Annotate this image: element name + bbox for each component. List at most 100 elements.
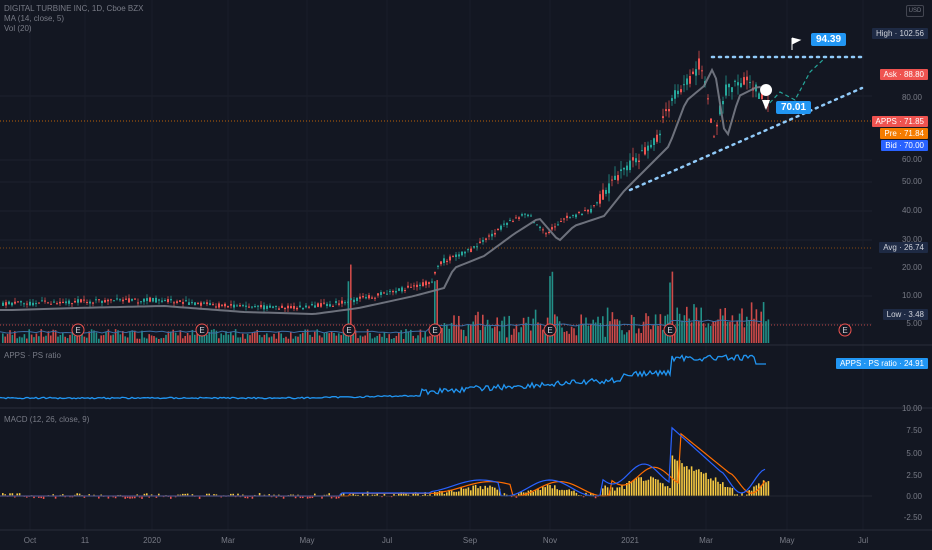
candle-body bbox=[662, 116, 664, 119]
macd-histogram-bar bbox=[659, 482, 662, 496]
volume-bar bbox=[640, 333, 642, 343]
macd-histogram-bar bbox=[417, 493, 419, 496]
macd-histogram-bar bbox=[578, 495, 580, 496]
volume-bar bbox=[268, 337, 270, 343]
target-callout[interactable]: 94.39 bbox=[811, 33, 847, 46]
macd-histogram-bar bbox=[306, 496, 309, 499]
macd-histogram-bar bbox=[158, 493, 160, 496]
macd-histogram-bar bbox=[422, 494, 424, 496]
currency-badge[interactable]: USD bbox=[906, 5, 924, 17]
ps-legend[interactable]: APPS · PS ratio bbox=[4, 351, 61, 361]
macd-histogram-bar bbox=[124, 496, 126, 499]
macd-histogram-bar bbox=[126, 496, 129, 499]
candle-body bbox=[203, 302, 205, 304]
macd-histogram-bar bbox=[114, 496, 117, 499]
volume-bar bbox=[630, 314, 633, 343]
macd-histogram-bar bbox=[374, 494, 376, 496]
macd-histogram-bar bbox=[551, 488, 554, 496]
candle-body bbox=[686, 78, 688, 85]
candle-body bbox=[77, 299, 79, 303]
candle-body bbox=[743, 77, 745, 85]
macd-legend[interactable]: MACD (12, 26, close, 9) bbox=[4, 415, 89, 425]
candle-body bbox=[647, 145, 649, 151]
volume-bar bbox=[330, 331, 333, 343]
volume-bar bbox=[635, 333, 638, 343]
macd-histogram-bar bbox=[4, 494, 6, 496]
main-legend[interactable]: DIGITAL TURBINE INC, 1D, Cboe BZX MA (14… bbox=[4, 4, 143, 34]
candle-body bbox=[239, 305, 241, 307]
volume-bar bbox=[38, 336, 40, 343]
volume-bar bbox=[405, 329, 407, 343]
candle-body bbox=[191, 302, 193, 304]
macd-histogram-bar bbox=[724, 486, 726, 496]
volume-bar bbox=[146, 338, 148, 343]
candle-body bbox=[392, 290, 394, 293]
candle-body bbox=[671, 98, 673, 101]
candle-body bbox=[449, 256, 451, 261]
macd-histogram-bar bbox=[206, 493, 208, 496]
macd-histogram-bar bbox=[518, 493, 520, 496]
volume-bar bbox=[450, 322, 453, 343]
macd-histogram-bar bbox=[542, 486, 544, 496]
macd-histogram-bar bbox=[477, 488, 479, 496]
support-callout[interactable]: 70.01 bbox=[776, 101, 812, 114]
macd-histogram-bar bbox=[460, 486, 462, 496]
candle-body bbox=[689, 76, 691, 84]
volume-bar bbox=[688, 318, 690, 343]
macd-histogram-bar bbox=[83, 496, 86, 498]
macd-y-tick: 5.00 bbox=[906, 449, 922, 458]
candle-body bbox=[269, 305, 271, 308]
volume-bar bbox=[765, 321, 767, 343]
candle-body bbox=[353, 299, 355, 303]
candle-body bbox=[377, 293, 379, 296]
candle-body bbox=[329, 304, 331, 307]
candle-body bbox=[605, 189, 607, 194]
macd-histogram-bar bbox=[198, 496, 201, 499]
macd-histogram-bar bbox=[614, 490, 616, 496]
volume-bar bbox=[263, 334, 266, 343]
volume-bar bbox=[508, 315, 510, 343]
macd-histogram-bar bbox=[554, 485, 556, 496]
candle-body bbox=[164, 300, 166, 302]
volume-bar bbox=[179, 330, 182, 343]
x-tick: Mar bbox=[221, 536, 235, 545]
candle-body bbox=[524, 213, 526, 215]
volume-bar bbox=[83, 336, 86, 343]
volume-bar bbox=[254, 331, 256, 343]
flag-icon bbox=[791, 37, 802, 50]
candle-body bbox=[95, 299, 97, 301]
volume-bar bbox=[434, 281, 436, 343]
macd-histogram-bar bbox=[729, 487, 731, 496]
volume-bar bbox=[333, 332, 335, 343]
candle-body bbox=[434, 271, 436, 274]
volume-bar bbox=[616, 319, 618, 343]
volume-bar bbox=[177, 335, 179, 343]
candle-body bbox=[56, 303, 58, 305]
volume-bar bbox=[700, 307, 702, 343]
legend-macd: MACD (12, 26, close, 9) bbox=[4, 415, 90, 424]
macd-histogram-bar bbox=[342, 493, 345, 496]
macd-histogram-bar bbox=[688, 469, 690, 496]
macd-histogram-bar bbox=[174, 496, 177, 498]
volume-bar bbox=[642, 321, 645, 343]
macd-histogram-bar bbox=[726, 487, 729, 496]
volume-bar bbox=[194, 334, 196, 343]
macd-histogram-bar bbox=[438, 491, 441, 496]
volume-bar bbox=[698, 321, 700, 343]
macd-histogram-bar bbox=[414, 492, 417, 496]
volume-bar bbox=[558, 321, 561, 343]
candle-body bbox=[371, 297, 373, 299]
macd-histogram-bar bbox=[741, 492, 743, 496]
candle-body bbox=[143, 298, 145, 302]
candle-body bbox=[515, 217, 517, 219]
volume-bar bbox=[532, 318, 534, 343]
candle-body bbox=[500, 225, 502, 230]
macd-histogram-bar bbox=[592, 493, 594, 496]
candle-body bbox=[92, 302, 94, 304]
volume-bar bbox=[76, 334, 78, 343]
volume-bar bbox=[201, 332, 203, 343]
volume-bar bbox=[496, 317, 498, 343]
candle-body bbox=[20, 301, 22, 303]
candle-body bbox=[167, 299, 169, 303]
